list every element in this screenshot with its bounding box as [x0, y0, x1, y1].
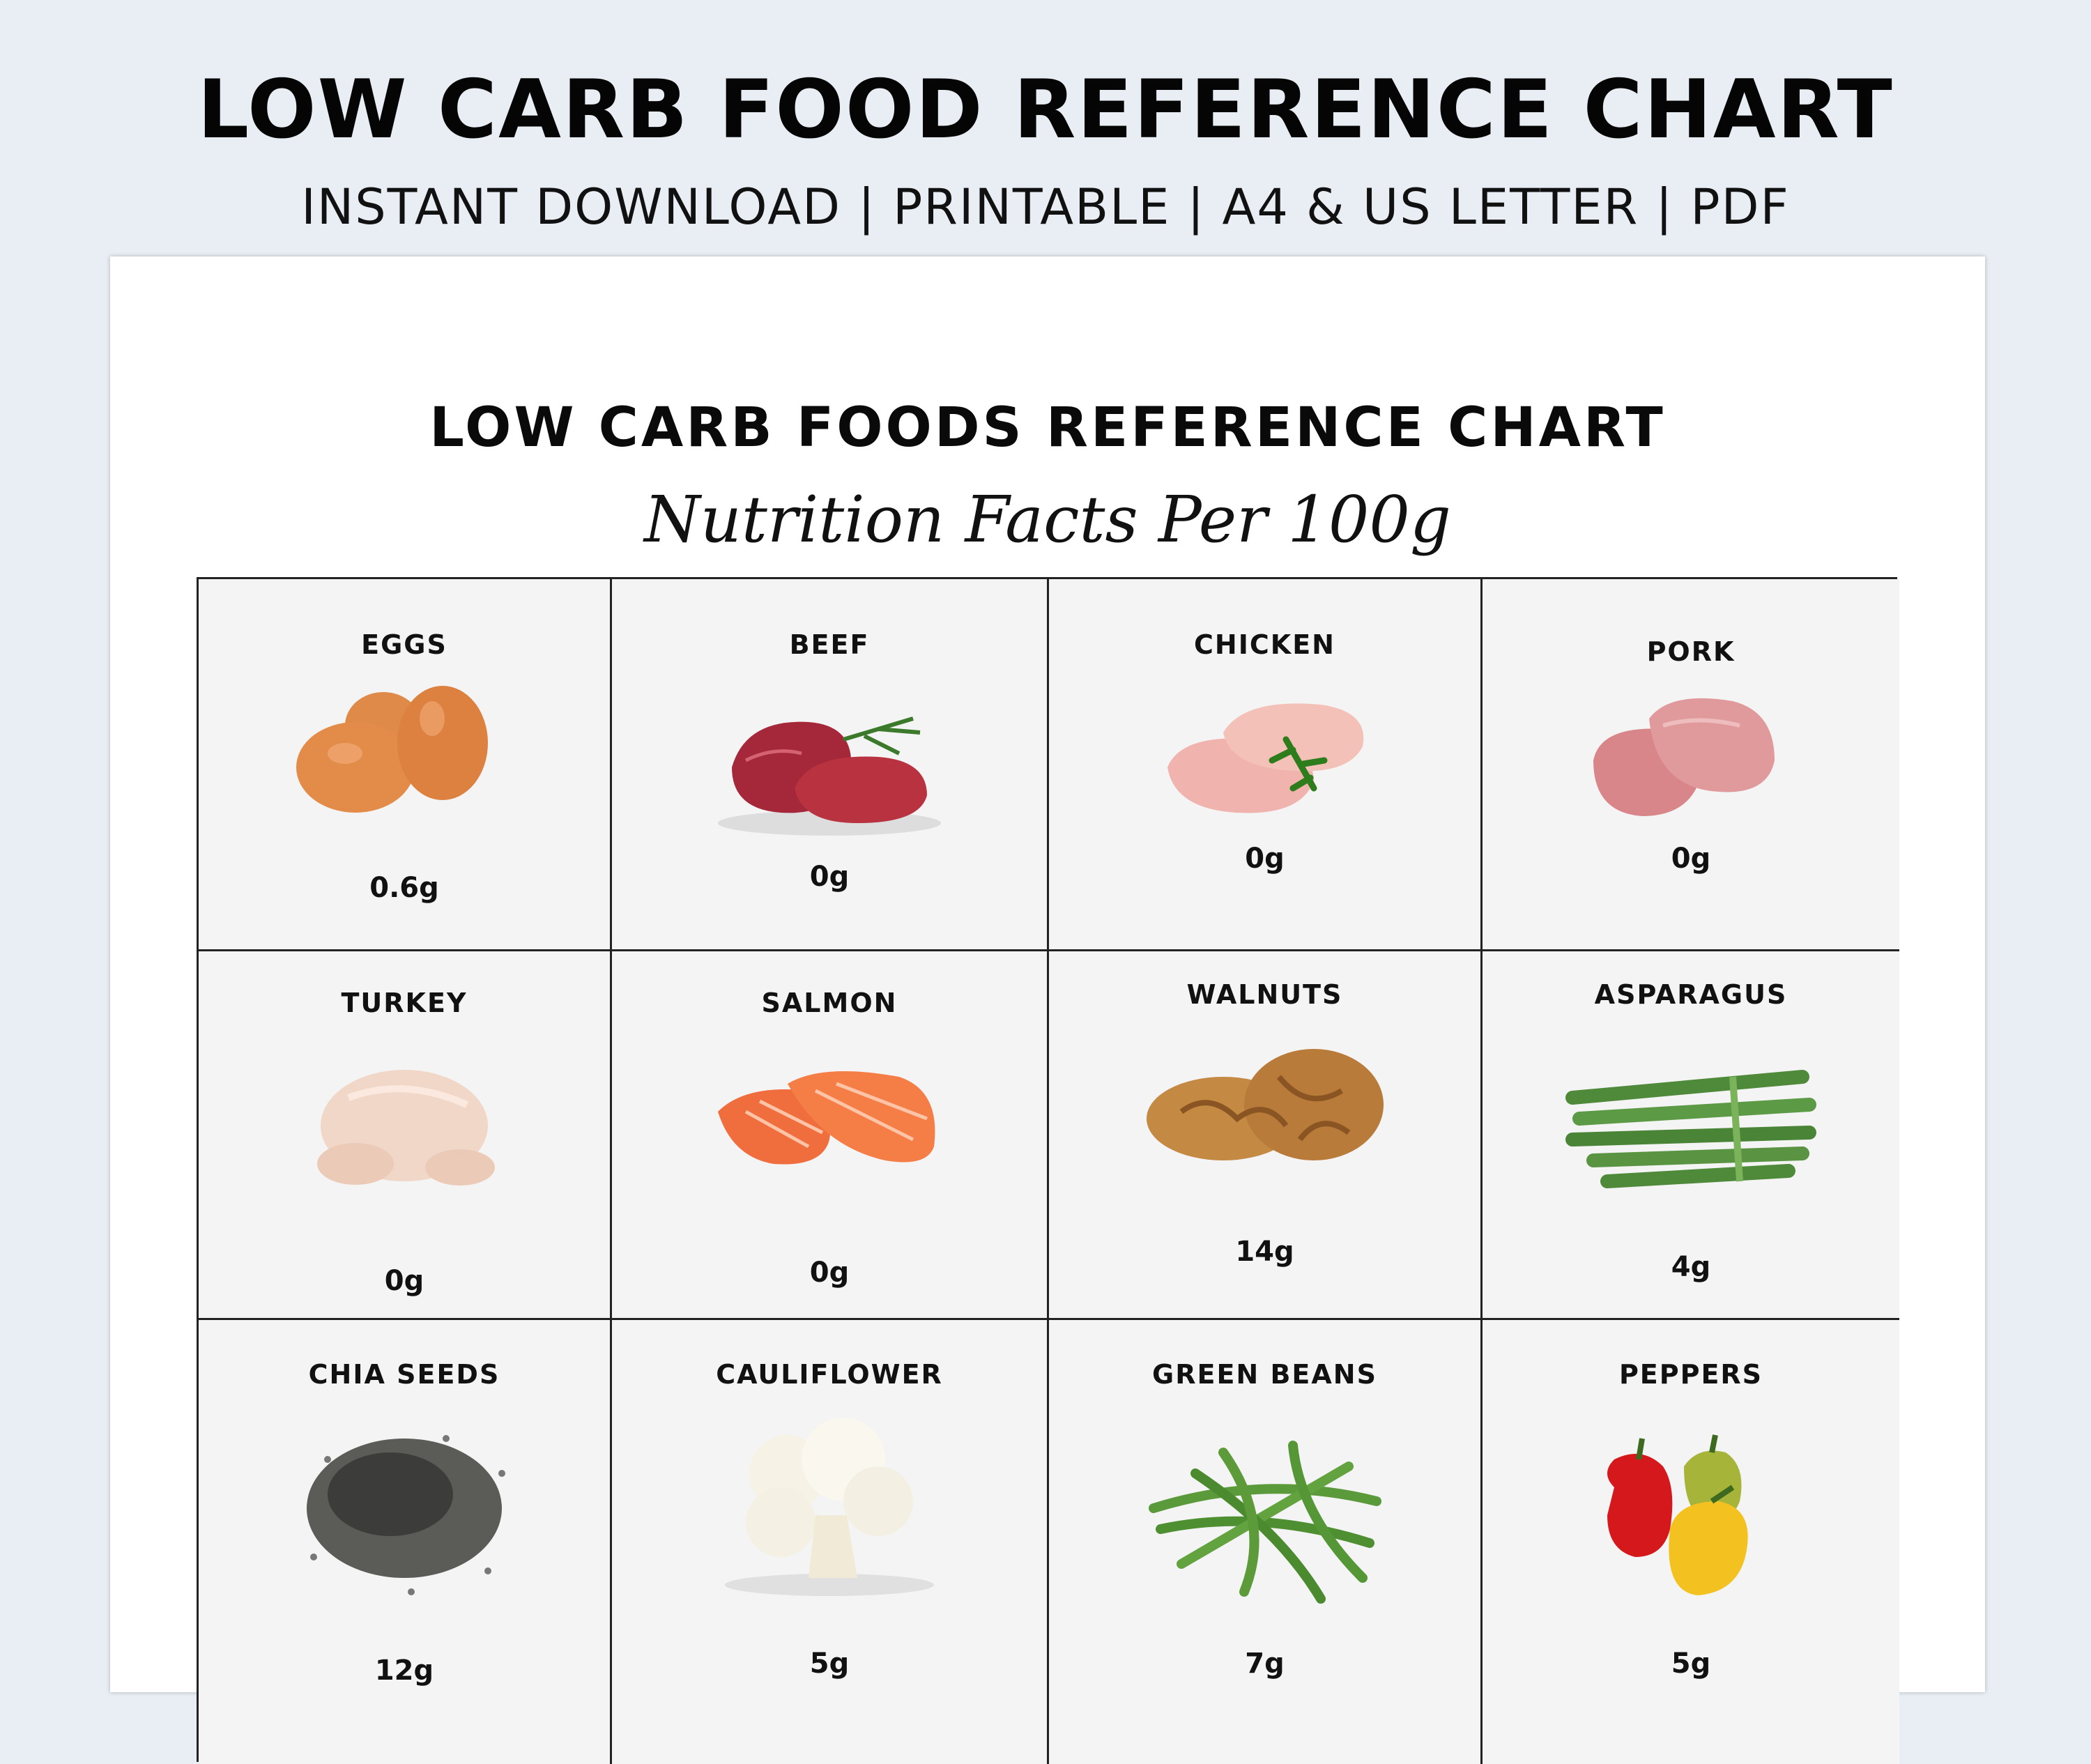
banner-title: LOW CARB FOOD REFERENCE CHART: [197, 63, 1894, 157]
banner-subtitle: INSTANT DOWNLOAD | PRINTABLE | A4 & US L…: [301, 178, 1790, 236]
food-carb-value: 0g: [1671, 843, 1711, 875]
chia-seeds-icon: [279, 1418, 530, 1613]
chart-sheet: LOW CARB FOODS REFERENCE CHART Nutrition…: [110, 256, 1985, 1764]
food-name: TURKEY: [341, 988, 468, 1018]
food-cell-eggs: EGGS 0.6g: [199, 579, 612, 951]
food-cell-green-beans: GREEN BEANS 7g: [1049, 1320, 1483, 1764]
food-name: PEPPERS: [1618, 1359, 1763, 1390]
food-cell-chicken: CHICKEN 0g: [1049, 579, 1483, 951]
food-carb-value: 14g: [1235, 1236, 1294, 1268]
food-carb-value: 5g: [1671, 1648, 1711, 1680]
food-cell-peppers: PEPPERS 5g: [1483, 1320, 1899, 1764]
food-name: GREEN BEANS: [1152, 1359, 1377, 1390]
food-name: SALMON: [761, 988, 898, 1018]
chicken-icon: [1140, 684, 1391, 844]
food-name: WALNUTS: [1186, 979, 1343, 1010]
food-carb-value: 0.6g: [369, 872, 439, 904]
food-grid: EGGS 0.6g BEEF: [197, 577, 1899, 1764]
salmon-icon: [704, 1042, 955, 1202]
beef-icon: [704, 684, 955, 844]
food-carb-value: 0g: [384, 1265, 424, 1297]
food-name: EGGS: [361, 629, 447, 660]
food-carb-value: 0g: [809, 861, 850, 893]
food-carb-value: 0g: [809, 1257, 850, 1289]
document-subtitle: Nutrition Facts Per 100g: [644, 482, 1451, 557]
green-beans-icon: [1140, 1425, 1391, 1613]
food-carb-value: 12g: [374, 1655, 434, 1687]
food-name: CHIA SEEDS: [308, 1359, 500, 1390]
food-cell-salmon: SALMON 0g: [612, 951, 1049, 1320]
food-name: PORK: [1646, 636, 1736, 667]
turkey-icon: [279, 1049, 530, 1209]
food-carb-value: 5g: [809, 1648, 850, 1680]
food-carb-value: 4g: [1671, 1251, 1711, 1283]
food-cell-turkey: TURKEY 0g: [199, 951, 612, 1320]
food-cell-walnuts: WALNUTS 14g: [1049, 951, 1483, 1320]
asparagus-icon: [1565, 1049, 1816, 1209]
food-name: BEEF: [789, 629, 870, 660]
food-carb-value: 7g: [1245, 1648, 1285, 1680]
food-cell-chia-seeds: CHIA SEEDS 12g: [199, 1320, 612, 1764]
pork-icon: [1565, 684, 1816, 844]
food-cell-beef: BEEF 0g: [612, 579, 1049, 951]
food-name: ASPARAGUS: [1594, 979, 1788, 1010]
food-carb-value: 0g: [1245, 843, 1285, 875]
walnuts-icon: [1140, 1028, 1391, 1188]
food-cell-pork: PORK 0g: [1483, 579, 1899, 951]
food-name: CHICKEN: [1194, 629, 1335, 660]
food-cell-asparagus: ASPARAGUS 4g: [1483, 951, 1899, 1320]
cauliflower-icon: [704, 1418, 955, 1606]
food-cell-cauliflower: CAULIFLOWER 5g: [612, 1320, 1049, 1764]
document-title: LOW CARB FOODS REFERENCE CHART: [429, 397, 1666, 459]
peppers-icon: [1565, 1432, 1816, 1606]
eggs-icon: [279, 684, 530, 844]
food-name: CAULIFLOWER: [716, 1359, 943, 1390]
